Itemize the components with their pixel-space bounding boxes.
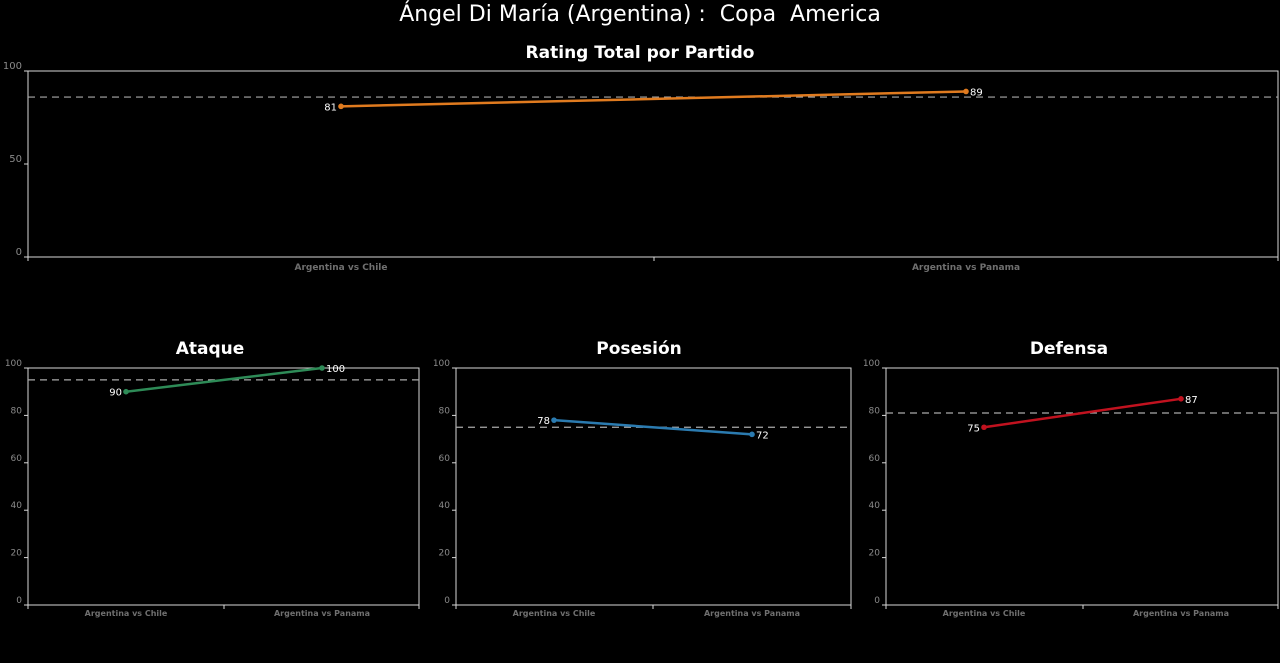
total-x-category-label: Argentina vs Chile	[294, 263, 387, 273]
posesion-x-category-label: Argentina vs Panama	[704, 609, 800, 618]
defensa-y-tick-label: 40	[869, 501, 881, 511]
chart-title-defensa: Defensa	[1029, 339, 1109, 359]
ataque-x-category-label: Argentina vs Chile	[85, 609, 168, 618]
posesion-y-tick-label: 60	[439, 454, 451, 464]
defensa-y-tick-label: 0	[874, 596, 880, 606]
chart-title-ataque: Ataque	[175, 339, 245, 359]
ataque-y-tick-label: 40	[11, 501, 23, 511]
ataque-plot-frame	[27, 367, 420, 606]
defensa-data-point	[981, 424, 987, 431]
posesion-y-tick-label: 80	[439, 406, 451, 416]
ataque-series-line	[125, 366, 323, 393]
defensa-y-tick-label: 80	[869, 406, 881, 416]
posesion-y-tick-label: 0	[444, 596, 450, 606]
posesion-data-point	[749, 431, 755, 438]
total-x-category-label: Argentina vs Panama	[912, 263, 1020, 273]
chart-title-posesion: Posesión	[596, 339, 682, 359]
ataque-x-category-label: Argentina vs Panama	[274, 609, 370, 618]
posesion-data-label: 78	[537, 416, 550, 427]
defensa-x-category-label: Argentina vs Chile	[943, 609, 1026, 618]
total-data-label: 89	[970, 87, 983, 98]
defensa-data-label: 75	[967, 423, 980, 434]
ataque-y-tick-label: 20	[11, 549, 23, 559]
defensa-series-line	[983, 397, 1182, 429]
total-data-point	[963, 88, 969, 95]
ataque-data-point	[319, 365, 325, 371]
total-y-tick-label: 100	[3, 61, 22, 72]
defensa-data-point	[1178, 396, 1184, 402]
total-y-tick-label: 0	[16, 247, 22, 258]
ataque-y-tick-label: 60	[11, 454, 23, 464]
page-title: Ángel Di María (Argentina) : Copa Americ…	[399, 2, 881, 27]
chart-title-total: Rating Total por Partido	[525, 43, 755, 63]
total-data-label: 81	[324, 102, 337, 113]
defensa-y-tick-label: 100	[863, 359, 880, 369]
defensa-y-tick-label: 20	[869, 549, 881, 559]
posesion-y-tick-label: 40	[439, 501, 451, 511]
posesion-y-tick-label: 20	[439, 549, 451, 559]
posesion-data-point	[551, 417, 557, 423]
posesion-y-tick-label: 100	[433, 359, 450, 369]
ataque-data-point	[123, 388, 129, 395]
posesion-plot-frame	[455, 367, 852, 606]
ataque-data-label: 100	[326, 364, 345, 375]
ataque-y-tick-label: 100	[5, 359, 22, 369]
defensa-x-category-label: Argentina vs Panama	[1133, 609, 1229, 618]
posesion-series-line	[553, 418, 753, 436]
posesion-x-category-label: Argentina vs Chile	[513, 609, 596, 618]
ataque-y-tick-label: 80	[11, 406, 23, 416]
defensa-data-label: 87	[1185, 395, 1198, 406]
defensa-y-tick-label: 60	[869, 454, 881, 464]
total-y-tick-label: 50	[9, 154, 22, 165]
ataque-y-tick-label: 0	[16, 596, 22, 606]
posesion-data-label: 72	[756, 430, 769, 441]
total-data-point	[338, 103, 344, 110]
total-series-line	[340, 90, 967, 108]
defensa-plot-frame	[885, 367, 1279, 606]
ataque-data-label: 90	[109, 388, 122, 399]
